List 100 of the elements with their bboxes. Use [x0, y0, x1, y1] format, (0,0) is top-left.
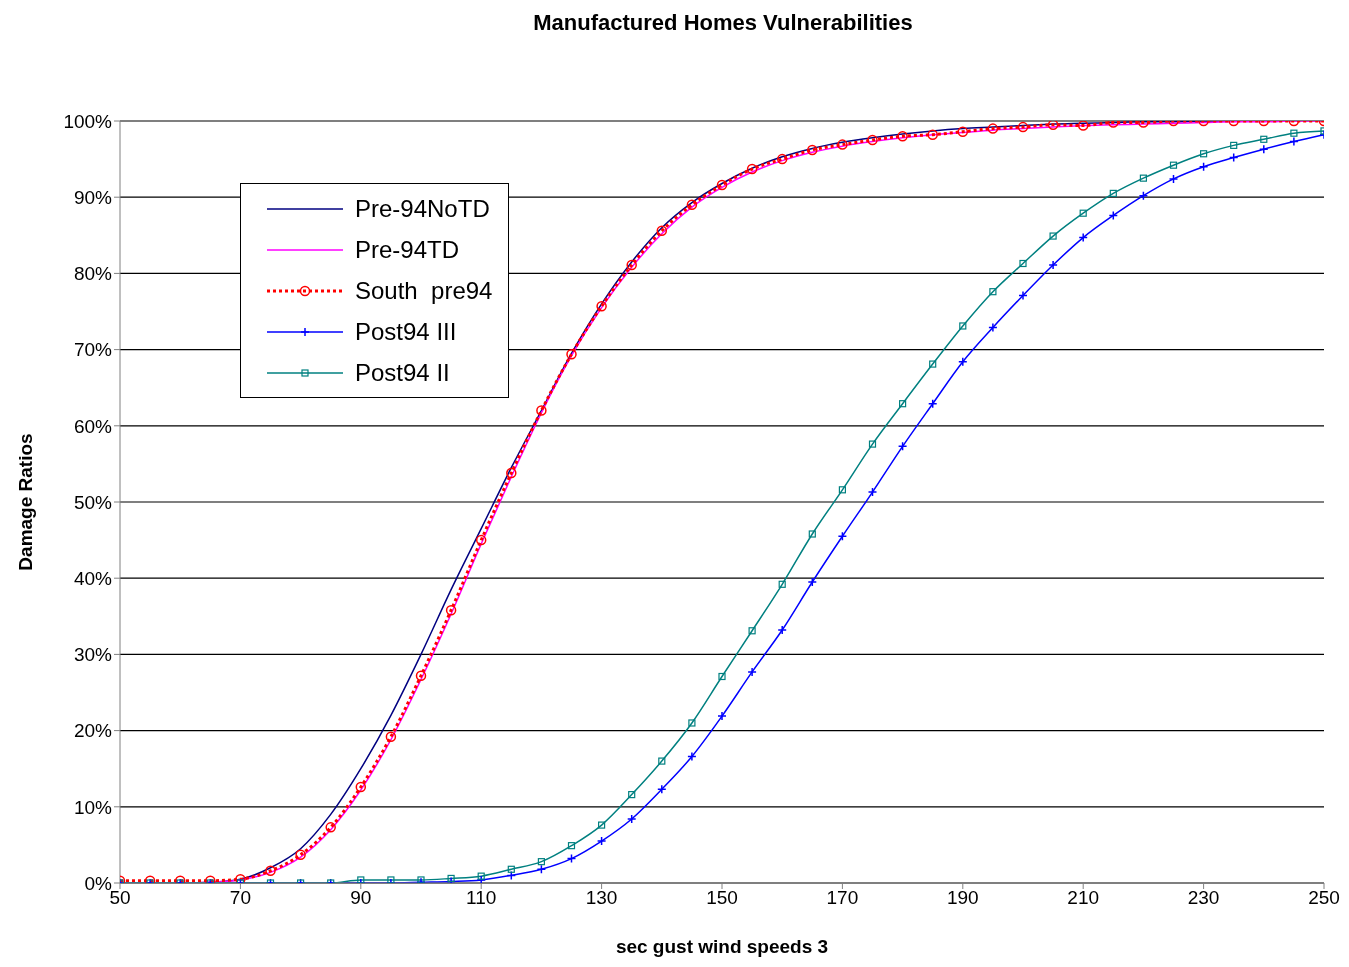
point: [927, 129, 938, 140]
point: [507, 865, 515, 873]
point: [747, 667, 757, 677]
point: [987, 123, 999, 134]
point: [415, 670, 427, 681]
point: [1168, 174, 1179, 184]
point: [567, 842, 576, 850]
y-tick-label: 50%: [73, 491, 113, 513]
point: [1017, 121, 1029, 133]
point: [748, 627, 756, 635]
point: [899, 400, 907, 408]
point: [385, 731, 397, 742]
x-tick-label: 230: [1187, 887, 1220, 909]
point: [929, 360, 937, 368]
point: [1077, 121, 1089, 131]
point: [596, 836, 607, 846]
point: [626, 814, 637, 824]
point: [776, 153, 788, 165]
point: [1200, 150, 1208, 158]
point: [1049, 232, 1057, 240]
point: [235, 873, 246, 883]
point: [688, 719, 696, 727]
point: [566, 348, 577, 360]
y-tick-label: 70%: [73, 339, 113, 361]
point: [958, 357, 968, 367]
point: [717, 711, 727, 721]
point: [656, 225, 668, 236]
point: [536, 405, 547, 416]
x-tick-label: 110: [466, 887, 497, 909]
point: [325, 822, 336, 833]
point: [1290, 129, 1298, 137]
point: [716, 179, 728, 191]
point: [746, 163, 758, 175]
x-tick-label: 170: [826, 887, 859, 909]
point: [1048, 260, 1058, 270]
y-axis-title: Damage Ratios: [14, 433, 36, 571]
point: [1018, 290, 1028, 301]
point: [1230, 141, 1238, 149]
point: [837, 139, 848, 150]
point: [867, 487, 878, 497]
y-tick-label: 100%: [63, 110, 113, 132]
point: [807, 144, 818, 156]
point: [445, 604, 457, 616]
point: [959, 322, 967, 330]
x-axis-title: sec gust wind speeds 3: [615, 936, 829, 957]
point: [687, 751, 697, 762]
x-tick-label: 190: [946, 887, 979, 909]
point: [475, 534, 487, 546]
point: [657, 784, 667, 795]
point: [1078, 232, 1088, 243]
point: [868, 440, 877, 448]
point: [295, 849, 306, 861]
point: [598, 821, 606, 829]
point: [1289, 136, 1299, 147]
y-tick-label: 10%: [73, 796, 113, 818]
point: [628, 791, 636, 799]
x-tick-label: 210: [1067, 887, 1100, 909]
y-tick-label: 60%: [73, 415, 113, 437]
x-tick-label: 90: [350, 887, 372, 909]
y-tick-label: 90%: [73, 186, 113, 208]
point: [838, 486, 846, 494]
point: [867, 134, 878, 146]
point: [537, 858, 545, 866]
point: [988, 322, 998, 333]
point: [686, 199, 698, 211]
point: [596, 300, 607, 312]
point: [626, 259, 637, 271]
y-tick-label: 20%: [73, 720, 113, 742]
point: [1047, 121, 1059, 131]
legend-label: Pre-94NoTD: [355, 194, 490, 223]
point: [1169, 161, 1178, 169]
x-tick-label: 70: [229, 887, 251, 909]
point: [658, 757, 666, 765]
legend-label: Post94 II: [355, 358, 450, 387]
y-tick-label: 40%: [73, 567, 113, 589]
point: [957, 126, 969, 137]
legend-label: South pre94: [355, 276, 493, 305]
point: [355, 781, 367, 793]
x-tick-label: 130: [585, 887, 618, 909]
legend-label: Post94 III: [355, 317, 457, 346]
point: [265, 865, 276, 877]
point: [897, 130, 908, 142]
legend-label: Pre-94TD: [355, 235, 460, 264]
point: [1079, 209, 1087, 217]
y-tick-label: 80%: [73, 263, 113, 285]
point: [506, 467, 517, 479]
point: [718, 672, 726, 681]
x-tick-label: 150: [706, 887, 738, 909]
point: [777, 625, 787, 635]
point: [1109, 189, 1117, 197]
point: [807, 577, 818, 587]
point: [1019, 259, 1027, 268]
point: [1260, 135, 1268, 143]
point: [1139, 174, 1147, 182]
y-tick-label: 30%: [73, 644, 113, 666]
chart-title: Manufactured Homes Vulnerabilities: [532, 9, 914, 37]
x-tick-label: 250: [1308, 887, 1340, 909]
point: [989, 288, 997, 296]
point: [1259, 144, 1269, 154]
point: [808, 530, 816, 538]
